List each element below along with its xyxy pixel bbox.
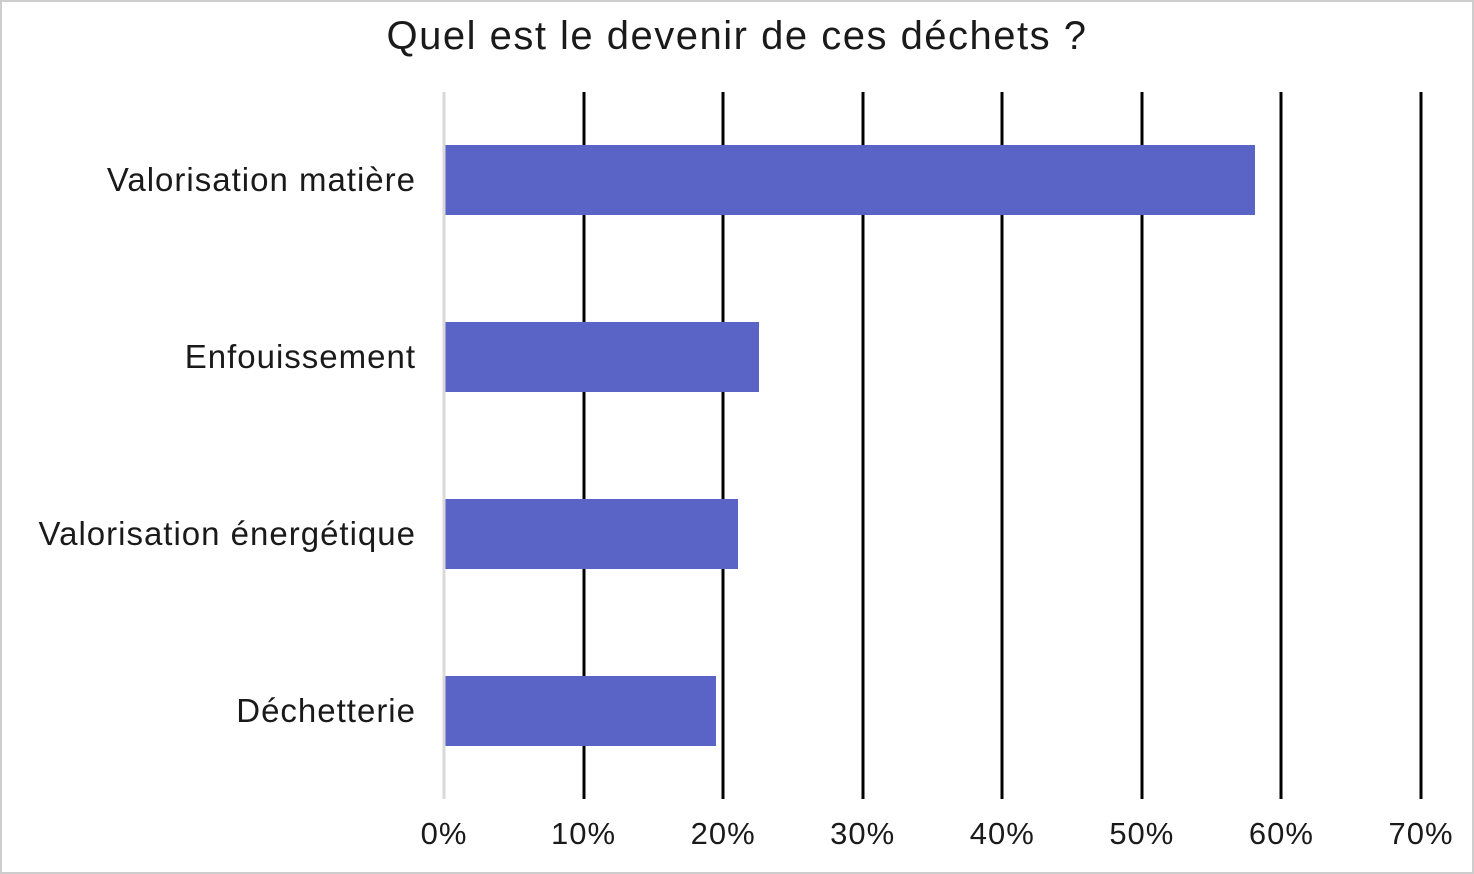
bar-row — [444, 269, 1421, 446]
bar-3 — [445, 498, 739, 569]
x-tick-label: 50% — [1109, 816, 1175, 851]
chart-title: Quel est le devenir de ces déchets ? — [386, 14, 1088, 58]
x-tick-label: 10% — [551, 816, 617, 851]
category-label: Enfouissement — [184, 338, 416, 376]
gridline — [861, 92, 865, 799]
category-label: Valorisation énergétique — [38, 514, 416, 552]
bar-row — [444, 446, 1421, 623]
gridline — [582, 92, 586, 799]
x-tick-label: 60% — [1248, 816, 1314, 851]
zero-axis-line — [442, 92, 446, 799]
gridline — [1140, 92, 1144, 799]
category-label: Déchetterie — [236, 691, 416, 729]
bar-row — [444, 622, 1421, 799]
x-tick-label: 30% — [830, 816, 896, 851]
x-tick-label: 0% — [420, 816, 468, 851]
category-label: Valorisation matière — [106, 161, 416, 199]
plot-area — [442, 92, 1423, 799]
category-axis: Valorisation matière Enfouissement Valoris… — [2, 92, 430, 799]
x-tick-label: 70% — [1388, 816, 1454, 851]
gridline — [1419, 92, 1423, 799]
bar-2 — [445, 322, 760, 393]
x-tick-label: 40% — [969, 816, 1035, 851]
value-axis: 0% 10% 20% 30% 40% 50% 60% 70% — [421, 816, 1453, 860]
gridline — [1000, 92, 1004, 799]
bar-1 — [445, 145, 1255, 216]
bar-4 — [445, 675, 716, 746]
bar-row — [444, 92, 1421, 269]
gridline — [721, 92, 725, 799]
gridline — [1279, 92, 1283, 799]
x-tick-label: 20% — [690, 816, 756, 851]
